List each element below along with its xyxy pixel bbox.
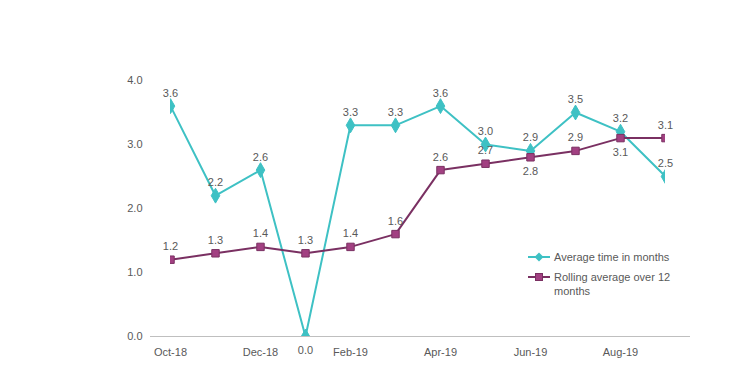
svg-text:4.0: 4.0 (127, 74, 142, 86)
svg-text:Oct-18: Oct-18 (154, 346, 187, 358)
svg-text:1.4: 1.4 (253, 227, 268, 239)
svg-text:3.6: 3.6 (163, 87, 178, 99)
svg-text:Jun-19: Jun-19 (514, 346, 548, 358)
svg-text:3.0: 3.0 (478, 125, 493, 137)
svg-text:3.1: 3.1 (658, 119, 673, 131)
svg-text:2.8: 2.8 (523, 165, 538, 177)
html-text:Rolling average over 12 months: Rolling average over 12 months (554, 271, 671, 297)
svg-text:1.3: 1.3 (298, 234, 313, 246)
svg-text:Aug-19: Aug-19 (603, 346, 638, 358)
svg-text:Dec-18: Dec-18 (243, 346, 278, 358)
svg-text:1.0: 1.0 (127, 266, 142, 278)
svg-text:1.3: 1.3 (208, 234, 223, 246)
svg-text:Apr-19: Apr-19 (424, 346, 457, 358)
svg-text:1.2: 1.2 (163, 240, 178, 252)
svg-text:2.5: 2.5 (658, 157, 673, 169)
svg-text:3.6: 3.6 (433, 87, 448, 99)
svg-text:2.7: 2.7 (478, 144, 493, 156)
svg-text:2.9: 2.9 (568, 131, 583, 143)
svg-text:3.2: 3.2 (613, 112, 628, 124)
svg-text:0.0: 0.0 (298, 344, 313, 356)
svg-text:Feb-19: Feb-19 (333, 346, 368, 358)
svg-text:3.3: 3.3 (388, 106, 403, 118)
svg-text:1.6: 1.6 (388, 215, 403, 227)
svg-text:2.9: 2.9 (523, 131, 538, 143)
svg-text:3.1: 3.1 (613, 146, 628, 158)
svg-text:2.0: 2.0 (127, 202, 142, 214)
svg-text:2.6: 2.6 (433, 151, 448, 163)
svg-text:2.2: 2.2 (208, 176, 223, 188)
svg-text:2.6: 2.6 (253, 151, 268, 163)
svg-text:3.3: 3.3 (343, 106, 358, 118)
svg-text:3.0: 3.0 (127, 138, 142, 150)
svg-text:1.4: 1.4 (343, 227, 358, 239)
svg-text:0.0: 0.0 (127, 330, 142, 342)
html-text:Average time in months: Average time in months (554, 251, 670, 263)
svg-text:3.5: 3.5 (568, 93, 583, 105)
